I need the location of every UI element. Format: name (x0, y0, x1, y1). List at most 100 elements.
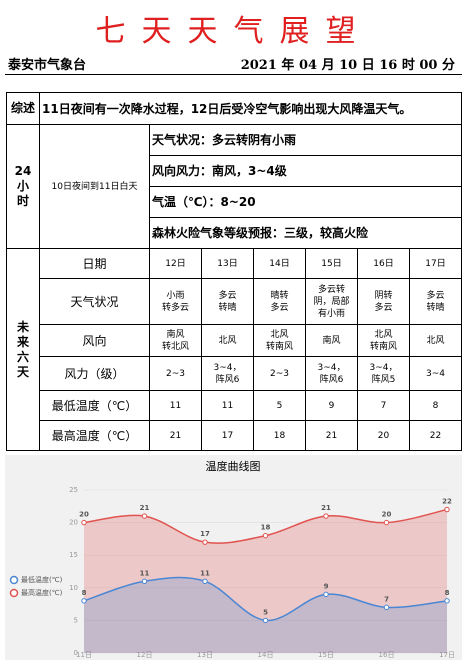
cell: 阴转 多云 (357, 278, 410, 325)
cell: 10日夜间到11日白天 (39, 124, 150, 249)
cell: 3~4 (408, 356, 463, 391)
forecast-table: 综述 11日夜间有一次降水过程，12日后受冷空气影响出现大风降温天气。 24 小 时… (6, 92, 463, 451)
cell: 综述 (6, 92, 40, 125)
data-label: 5 (263, 608, 268, 616)
cell: 多云 转晴 (408, 278, 463, 325)
y-tick-label: 10 (69, 584, 78, 592)
cell: 北风 转南风 (253, 324, 306, 357)
area (84, 509, 447, 653)
row: 风向 南风 转北风 北风 北风 转南风 南风 北风 转南风 北风 (7, 324, 463, 357)
row: 气温（℃）：8~20 (7, 186, 463, 218)
doc-title: 七天天气展望 (95, 14, 372, 49)
data-label: 22 (442, 498, 452, 506)
data-label: 21 (140, 504, 150, 512)
legend-marker (9, 588, 19, 598)
cell: 7 (357, 390, 410, 421)
cell: 天气状况：多云转阴有小雨 (148, 124, 463, 156)
cell: 12日 (149, 248, 202, 279)
data-label: 21 (321, 504, 331, 512)
cell: 北风 转南风 (357, 324, 410, 357)
cell: 北风 (408, 324, 463, 357)
point (262, 617, 269, 624)
cell: 17日 (408, 248, 463, 279)
cell: 未 来 六 天 (6, 248, 40, 451)
cell: 17 (201, 420, 254, 451)
data-label: 9 (324, 582, 329, 590)
data-label: 7 (384, 595, 389, 603)
point (383, 519, 390, 526)
point (323, 591, 329, 598)
point (444, 598, 450, 604)
chart-bg (5, 455, 462, 660)
cell: 21 (305, 420, 358, 451)
data-label: 20 (79, 511, 89, 519)
x-tick-label: 16日 (379, 651, 395, 659)
cell: 9 (305, 390, 358, 421)
row: 最高温度（℃） 21 17 18 21 20 22 (7, 420, 463, 451)
cell: 南风 (305, 324, 358, 357)
cell: 日期 (39, 248, 150, 279)
cell: 11日夜间有一次降水过程，12日后受冷空气影响出现大风降温天气。 (38, 92, 463, 125)
cell: 3~4， 阵风6 (201, 356, 254, 391)
area (84, 577, 447, 653)
point (81, 519, 87, 526)
point (323, 513, 329, 519)
x-tick-label: 12日 (137, 651, 153, 659)
cell: 3~4， 阵风5 (357, 356, 410, 391)
data-label: 18 (261, 524, 271, 532)
y-tick-label: 25 (69, 486, 78, 494)
cell: 最低温度（℃） (39, 390, 150, 421)
cell: 21 (149, 420, 202, 451)
row: 最低温度（℃） 11 11 5 9 7 8 (7, 390, 463, 421)
cell: 2~3 (253, 356, 306, 391)
legend-marker (9, 575, 19, 585)
cell: 小雨 转多云 (149, 278, 202, 325)
cell: 多云转 阴，局部 有小雨 (305, 278, 358, 325)
cell: 22 (408, 420, 463, 451)
y-tick-label: 0 (74, 649, 78, 657)
cell: 3~4， 阵风6 (305, 356, 358, 391)
point (202, 578, 208, 584)
data-label: 8 (445, 589, 450, 597)
x-tick-label: 15日 (318, 651, 334, 659)
point (81, 598, 87, 604)
issue-time: 2021 年 04 月 10 日 16 时 00 分 (240, 58, 455, 73)
data-label: 8 (82, 589, 87, 597)
x-tick-label: 11日 (76, 651, 92, 659)
cell: 8 (408, 390, 463, 421)
row: 风力（级） 2~3 3~4， 阵风6 2~3 3~4， 阵风6 3~4， 阵风5 3~4 (7, 356, 463, 391)
cell: 14日 (253, 248, 306, 279)
row: 风向风力：南风，3~4级 (7, 155, 463, 187)
row: 24 小 时 10日夜间到11日白天 天气状况：多云转阴有小雨 (6, 124, 463, 249)
point (444, 506, 450, 513)
x-tick-label: 13日 (197, 651, 213, 659)
data-label: 11 (140, 569, 150, 577)
cell: 16日 (357, 248, 410, 279)
row: 综述 11日夜间有一次降水过程，12日后受冷空气影响出现大风降温天气。 (6, 92, 463, 125)
row: 未 来 六 天日期 12日 13日 14日 15日 16日 17日 (6, 248, 463, 451)
point (202, 539, 208, 545)
cell: 18 (253, 420, 306, 451)
x-tick-label: 17日 (439, 651, 455, 659)
chart-title: 温度曲线图 (206, 459, 261, 473)
cell: 风向风力：南风，3~4级 (148, 155, 463, 187)
legend-label: 最低温度(℃) (21, 575, 63, 584)
cell: 天气状况 (39, 278, 150, 325)
rule (5, 74, 462, 75)
cell: 11 (149, 390, 202, 421)
legend-label: 最高温度(℃) (21, 588, 63, 597)
cell: 11 (201, 390, 254, 421)
cell: 多云 转晴 (201, 278, 254, 325)
point (383, 604, 390, 611)
row: 天气状况 小雨 转多云 多云 转晴 晴转 多云 多云转 阴，局部 有小雨 阴转 多云 多云 … (7, 278, 463, 325)
cell: 2~3 (149, 356, 202, 391)
cell: 风力（级） (39, 356, 150, 391)
cell: 最高温度（℃） (39, 420, 150, 451)
cell: 晴转 多云 (253, 278, 306, 325)
issuer: 泰安市气象台 (8, 58, 87, 73)
y-tick-label: 20 (69, 519, 78, 527)
data-label: 17 (200, 530, 210, 538)
cell: 南风 转北风 (149, 324, 202, 357)
